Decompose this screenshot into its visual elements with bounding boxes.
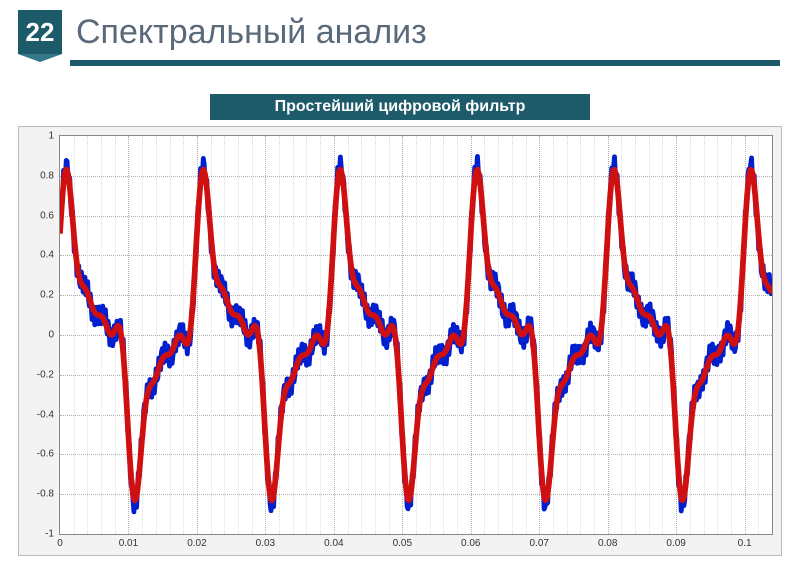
- xtick-label: 0.01: [119, 534, 138, 549]
- ytick-label: -0.4: [37, 409, 60, 420]
- ytick-label: 1: [48, 131, 60, 142]
- ytick-label: -0.2: [37, 369, 60, 380]
- subtitle-bar: Простейший цифровой фильтр: [210, 94, 590, 120]
- series-svg: [60, 136, 772, 534]
- plot-area: -1-0.8-0.6-0.4-0.200.20.40.60.8100.010.0…: [59, 135, 773, 535]
- xtick-label: 0: [57, 534, 63, 549]
- xtick-label: 0.07: [529, 534, 548, 549]
- ytick-label: 0.6: [40, 210, 60, 221]
- ytick-label: -0.8: [37, 489, 60, 500]
- xtick-label: 0.05: [393, 534, 412, 549]
- page-title: Спектральный анализ: [76, 13, 427, 52]
- xtick-label: 0.08: [598, 534, 617, 549]
- ytick-label: 0.2: [40, 290, 60, 301]
- ytick-label: -0.6: [37, 449, 60, 460]
- header-rule: [70, 60, 780, 66]
- xtick-label: 0.09: [666, 534, 685, 549]
- ytick-label: 0.8: [40, 170, 60, 181]
- xtick-label: 0.04: [324, 534, 343, 549]
- slide-number: 22: [26, 17, 55, 48]
- slide-number-badge: 22: [18, 10, 62, 54]
- xtick-label: 0.06: [461, 534, 480, 549]
- chart-frame: -1-0.8-0.6-0.4-0.200.20.40.60.8100.010.0…: [18, 126, 782, 556]
- xtick-label: 0.02: [187, 534, 206, 549]
- xtick-label: 0.03: [256, 534, 275, 549]
- xtick-label: 0.1: [738, 534, 752, 549]
- ytick-label: 0: [48, 330, 60, 341]
- ytick-label: 0.4: [40, 250, 60, 261]
